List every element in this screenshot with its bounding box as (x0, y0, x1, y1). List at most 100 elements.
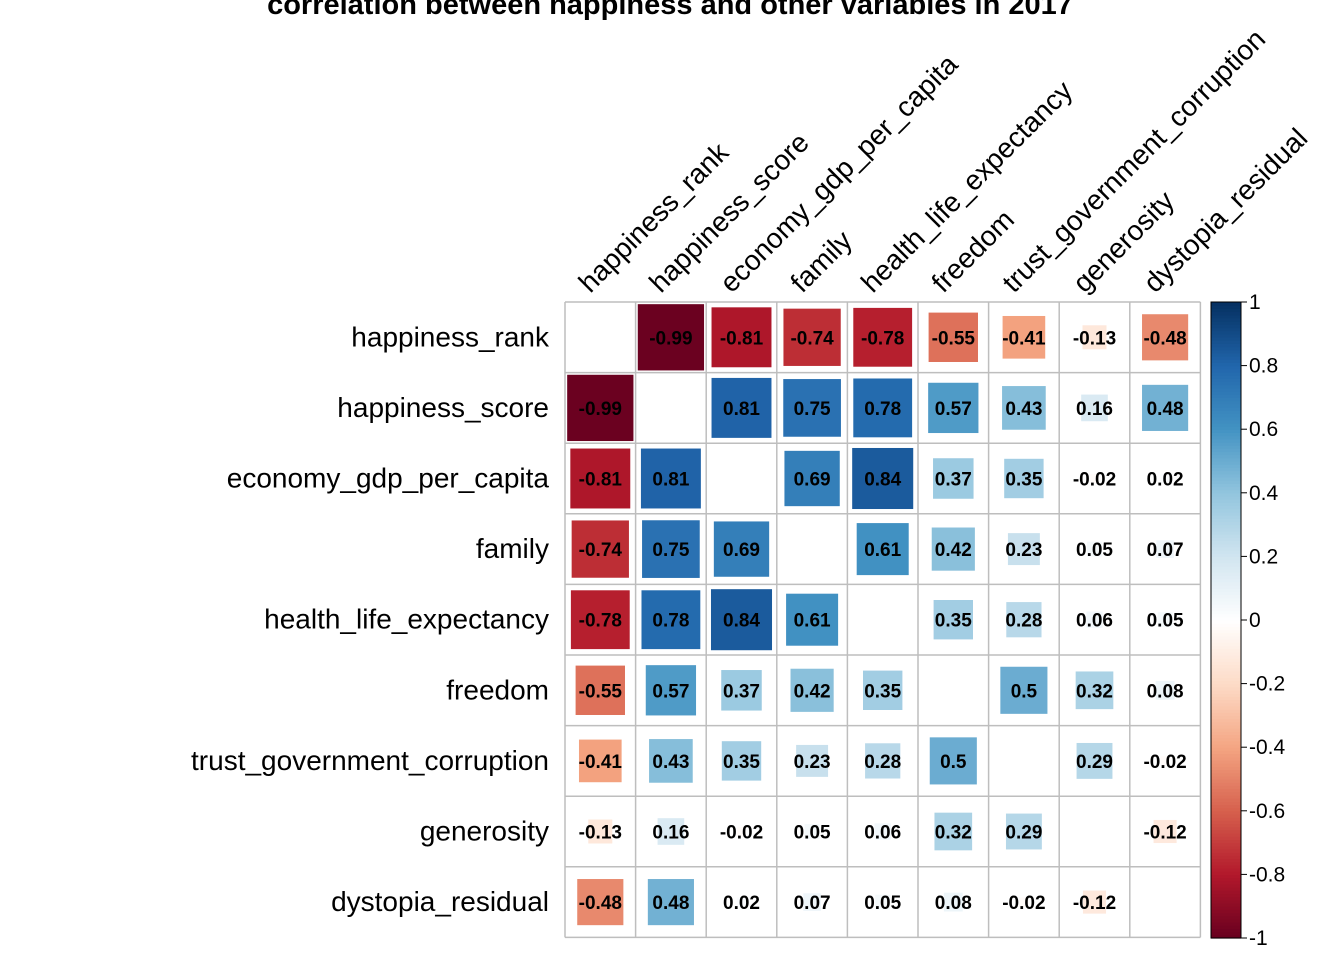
cell-value-label: 0.5 (1011, 681, 1038, 702)
cell-square-health_life_expectancy-trust_government_corruption (1006, 602, 1042, 638)
cell-square-family-generosity (1087, 541, 1102, 557)
colorbar-segment (1211, 352, 1241, 357)
colorbar-segment (1211, 848, 1241, 853)
colorbar-segment (1211, 368, 1241, 373)
colorbar-segment (1211, 823, 1241, 828)
cell-value-label: 0.32 (1076, 681, 1113, 702)
colorbar-segment (1211, 553, 1241, 557)
cell-value-label: 0.78 (864, 399, 901, 420)
colorbar-segment (1211, 632, 1241, 637)
cell-square-family-happiness_score (642, 520, 700, 578)
cell-square-happiness_rank-generosity (1082, 325, 1107, 350)
colorbar-segment (1211, 829, 1241, 834)
cell-value-label: 0.29 (1005, 823, 1042, 844)
colorbar-segment (1211, 495, 1241, 500)
colorbar-segment (1211, 798, 1241, 802)
colorbar-segment (1211, 683, 1241, 688)
cell-value-label: 0.75 (652, 540, 689, 561)
colorbar-segment (1211, 314, 1241, 319)
cell-value-label: 0.48 (1147, 399, 1184, 420)
cell-square-happiness_score-freedom (928, 382, 979, 434)
colorbar-segment (1211, 505, 1241, 510)
colorbar-segment (1211, 565, 1241, 570)
cell-value-label: 0.02 (1147, 470, 1184, 491)
colorbar-segment (1211, 470, 1241, 475)
colorbar-segment (1211, 836, 1241, 841)
colorbar-segment (1211, 457, 1241, 462)
colorbar-segment (1211, 406, 1241, 411)
cell-square-happiness_rank-family (783, 308, 841, 366)
colorbar-segment (1211, 715, 1241, 720)
row-label-dystopia_residual: dystopia_residual (331, 886, 549, 917)
colorbar-tick-label: 1 (1249, 291, 1261, 314)
cell-square-trust_government_corruption-economy_gdp_per_capita (721, 741, 762, 781)
cell-square-dystopia_residual-freedom (943, 892, 963, 912)
cell-value-label: 0.84 (864, 470, 901, 491)
colorbar-segment (1211, 515, 1241, 519)
colorbar-segment (1211, 378, 1241, 383)
cell-square-freedom-dystopia_residual (1155, 680, 1175, 700)
cell-value-label: 0.02 (723, 893, 760, 914)
cell-square-freedom-happiness_rank (575, 665, 625, 715)
cell-value-label: 0.57 (935, 399, 972, 420)
colorbar-segment (1211, 467, 1241, 472)
colorbar-segment (1211, 880, 1241, 885)
cell-square-economy_gdp_per_capita-family (784, 450, 840, 507)
colorbar-segment (1211, 343, 1241, 348)
cell-value-label: -0.02 (1073, 470, 1116, 491)
cell-square-dystopia_residual-health_life_expectancy (875, 894, 891, 910)
cell-value-label: -0.13 (1073, 328, 1116, 349)
cell-value-label: 0.61 (864, 540, 901, 561)
cell-square-generosity-happiness_rank (588, 819, 613, 844)
cell-value-label: 0.35 (935, 611, 972, 632)
colorbar-segment (1211, 349, 1241, 354)
colorbar-segment (1211, 426, 1241, 430)
colorbar-segment (1211, 397, 1241, 402)
row-label-happiness_rank: happiness_rank (351, 321, 550, 352)
colorbar-segment (1211, 699, 1241, 704)
colorbar-segment (1211, 915, 1241, 920)
colorbar-segment (1211, 569, 1241, 573)
cell-value-label: 0.78 (652, 611, 689, 632)
row-label-health_life_expectancy: health_life_expectancy (264, 604, 549, 635)
cell-square-trust_government_corruption-health_life_expectancy (865, 743, 901, 779)
cell-square-trust_government_corruption-generosity (1076, 742, 1113, 779)
colorbar-segment (1211, 540, 1241, 545)
colorbar-segment (1211, 486, 1241, 491)
row-label-family: family (476, 533, 549, 564)
cell-value-label: 0.35 (1005, 470, 1042, 491)
colorbar-segment (1211, 804, 1241, 809)
cell-square-trust_government_corruption-happiness_score (649, 739, 693, 783)
colorbar-segment (1211, 317, 1241, 322)
cell-square-happiness_rank-happiness_score (637, 304, 705, 371)
cell-square-happiness_score-trust_government_corruption (1002, 386, 1046, 430)
colorbar-segment (1211, 779, 1241, 783)
column-labels-group: happiness_rankhappiness_scoreeconomy_gdp… (573, 23, 1314, 298)
colorbar-segment (1211, 635, 1241, 640)
colorbar-segment (1211, 429, 1241, 433)
colorbar-segment (1211, 524, 1241, 529)
colorbar-segment (1211, 330, 1241, 335)
colorbar-segment (1211, 661, 1241, 666)
colorbar-tick-label: 0.4 (1249, 482, 1279, 505)
colorbar-segment (1211, 893, 1241, 898)
colorbar-segment (1211, 664, 1241, 669)
colorbar-segment (1211, 394, 1241, 398)
colorbar-segment (1211, 591, 1241, 596)
colorbar-tick-label: 0.6 (1249, 418, 1278, 441)
colorbar-segment (1211, 492, 1241, 497)
cell-value-label: 0.57 (652, 681, 689, 702)
colorbar-segment (1211, 670, 1241, 675)
colorbar-segment (1211, 734, 1241, 739)
cell-square-happiness_rank-health_life_expectancy (853, 307, 913, 367)
colorbar-segment (1211, 934, 1241, 939)
chart-title: correlation between happiness and other … (267, 0, 1073, 21)
colorbar-segment (1211, 308, 1241, 313)
colorbar-segment (1211, 483, 1241, 488)
colorbar-segment (1211, 718, 1241, 723)
colorbar-segment (1211, 639, 1241, 643)
colorbar-segment (1211, 562, 1241, 567)
colorbar-segment (1211, 445, 1241, 449)
colorbar-segment (1211, 464, 1241, 468)
